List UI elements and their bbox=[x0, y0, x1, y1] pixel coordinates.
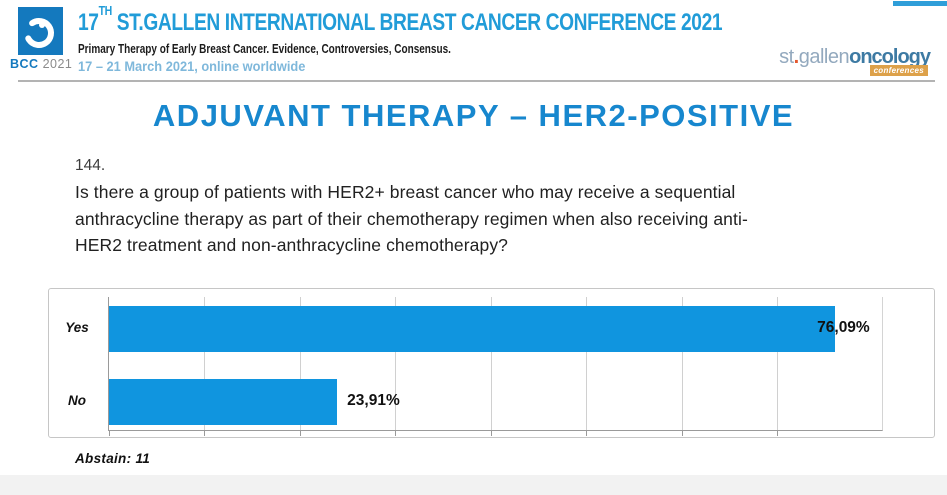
conference-title-ordinal: TH bbox=[98, 3, 113, 19]
bcc-drop-icon bbox=[24, 18, 54, 48]
conference-title-number: 17 bbox=[78, 9, 99, 36]
top-right-blue-strip bbox=[893, 1, 947, 6]
brand-dot: . bbox=[793, 46, 800, 68]
conferences-badge: conferences bbox=[869, 65, 928, 76]
axis-tick bbox=[777, 431, 779, 436]
gridline bbox=[586, 297, 588, 430]
bottom-band bbox=[0, 475, 947, 495]
gridline bbox=[490, 297, 492, 430]
bcc-year: 2021 bbox=[42, 57, 73, 71]
plot-area: 76,09% 23,91% bbox=[108, 297, 883, 436]
gridline bbox=[299, 297, 301, 430]
axis-tick bbox=[490, 431, 492, 436]
bcc-logo-caption: BCC 2021 bbox=[10, 57, 74, 71]
question-text: Is there a group of patients with HER2+ … bbox=[75, 179, 748, 259]
header-divider bbox=[18, 80, 935, 82]
question-line: anthracycline therapy as part of their c… bbox=[75, 208, 748, 229]
bar-yes bbox=[109, 306, 836, 352]
gridline bbox=[395, 297, 397, 430]
conference-title-rest: ST.GALLEN INTERNATIONAL BREAST CANCER CO… bbox=[111, 9, 723, 36]
bcc-text: BCC bbox=[10, 57, 39, 71]
abstain-note: Abstain: 11 bbox=[75, 451, 151, 466]
axis-tick bbox=[681, 431, 683, 436]
axis-tick bbox=[204, 431, 206, 436]
gridline bbox=[204, 297, 206, 430]
category-label-yes: Yes bbox=[65, 320, 89, 335]
question-line: HER2 treatment and non-anthracycline che… bbox=[75, 235, 509, 255]
question-line: Is there a group of patients with HER2+ … bbox=[75, 182, 736, 202]
stgallen-oncology-logo: st.gallenoncology conferences bbox=[779, 46, 931, 76]
conference-subtitle: Primary Therapy of Early Breast Cancer. … bbox=[78, 42, 451, 56]
gridline bbox=[681, 297, 683, 430]
value-label-no: 23,91% bbox=[347, 392, 400, 409]
slide-title: ADJUVANT THERAPY – HER2-POSITIVE bbox=[152, 98, 795, 133]
bar-no bbox=[109, 379, 338, 425]
axis-tick bbox=[586, 431, 588, 436]
conference-dates: 17 – 21 March 2021, online worldwide bbox=[78, 59, 306, 74]
conference-title: 17TH ST.GALLEN INTERNATIONAL BREAST CANC… bbox=[78, 3, 723, 37]
category-label-no: No bbox=[68, 393, 86, 408]
question-number: 144. bbox=[75, 157, 106, 174]
value-label-yes: 76,09% bbox=[817, 319, 870, 336]
poll-chart: 76,09% 23,91% Yes No bbox=[48, 288, 935, 438]
brand-oncology: oncology bbox=[849, 46, 931, 68]
bcc-logo bbox=[18, 7, 63, 55]
axis-tick bbox=[395, 431, 397, 436]
axis-tick bbox=[299, 431, 301, 436]
gridline bbox=[777, 297, 779, 430]
header-text: 17TH ST.GALLEN INTERNATIONAL BREAST CANC… bbox=[78, 3, 883, 74]
brand-stgallen: st.gallen bbox=[779, 46, 850, 68]
axis-tick bbox=[109, 431, 110, 436]
